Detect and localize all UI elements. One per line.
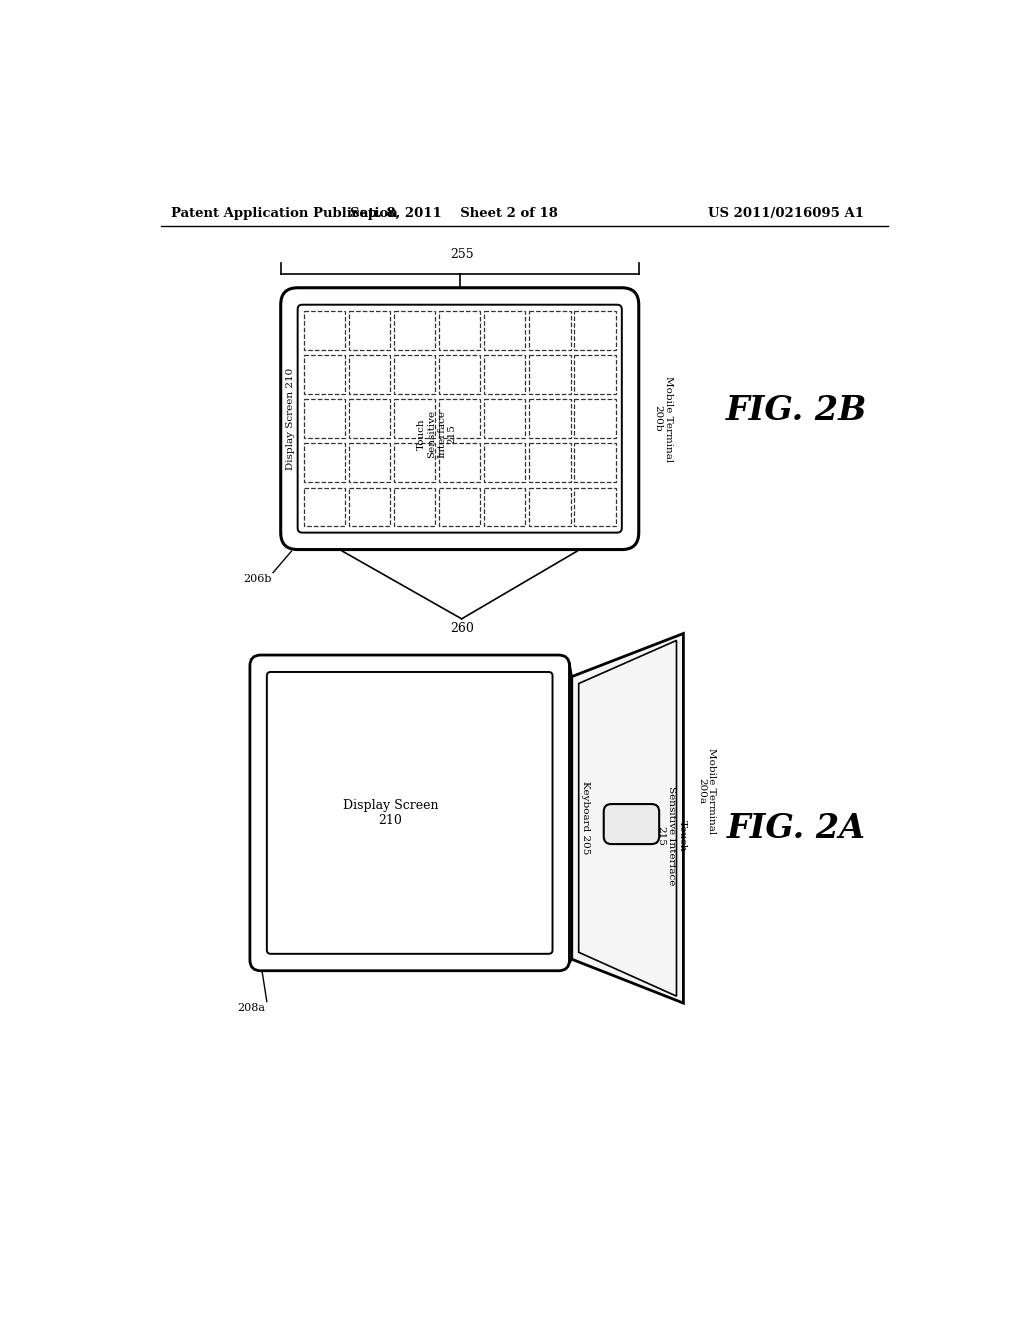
Bar xyxy=(574,312,615,350)
Bar xyxy=(349,487,390,527)
FancyBboxPatch shape xyxy=(298,305,622,533)
Bar xyxy=(349,312,390,350)
Bar xyxy=(394,487,435,527)
Bar xyxy=(394,444,435,482)
Bar xyxy=(304,444,345,482)
Bar xyxy=(484,312,525,350)
Bar xyxy=(574,399,615,438)
Bar xyxy=(484,444,525,482)
Bar xyxy=(529,399,570,438)
Text: FIG. 2A: FIG. 2A xyxy=(727,812,866,845)
Bar xyxy=(304,487,345,527)
FancyBboxPatch shape xyxy=(250,655,569,970)
Bar xyxy=(439,355,480,393)
Bar xyxy=(439,312,480,350)
Text: Keyboard 205: Keyboard 205 xyxy=(582,781,590,854)
Bar xyxy=(529,355,570,393)
Bar xyxy=(574,487,615,527)
Bar xyxy=(349,399,390,438)
Bar xyxy=(349,444,390,482)
Polygon shape xyxy=(571,634,683,1003)
Bar xyxy=(304,399,345,438)
Text: 255: 255 xyxy=(450,248,473,261)
Bar xyxy=(304,355,345,393)
Bar xyxy=(439,399,480,438)
FancyBboxPatch shape xyxy=(267,672,553,954)
Bar xyxy=(529,444,570,482)
Text: 206b: 206b xyxy=(243,574,271,585)
Bar xyxy=(349,355,390,393)
Text: Display Screen 210: Display Screen 210 xyxy=(286,367,295,470)
Text: Sep. 8, 2011    Sheet 2 of 18: Sep. 8, 2011 Sheet 2 of 18 xyxy=(350,207,558,220)
Bar xyxy=(529,312,570,350)
Bar xyxy=(484,399,525,438)
Bar xyxy=(304,312,345,350)
Text: Touch
Sensitive
Interface
215: Touch Sensitive Interface 215 xyxy=(417,411,457,458)
Bar xyxy=(394,399,435,438)
Text: 260: 260 xyxy=(450,622,473,635)
Text: Mobile Terminal
200a: Mobile Terminal 200a xyxy=(696,748,716,834)
Bar xyxy=(439,487,480,527)
Text: 208a: 208a xyxy=(238,1003,265,1012)
Bar xyxy=(484,487,525,527)
Text: Display Screen
210: Display Screen 210 xyxy=(343,799,438,826)
FancyBboxPatch shape xyxy=(281,288,639,549)
Text: Touch
Sensitive Interface
215: Touch Sensitive Interface 215 xyxy=(656,785,686,886)
Bar xyxy=(529,487,570,527)
Bar xyxy=(574,355,615,393)
Text: US 2011/0216095 A1: US 2011/0216095 A1 xyxy=(708,207,864,220)
Bar xyxy=(439,444,480,482)
Text: FIG. 2B: FIG. 2B xyxy=(726,395,867,428)
Bar xyxy=(574,444,615,482)
Polygon shape xyxy=(579,640,677,997)
Bar xyxy=(394,312,435,350)
Text: Mobile Terminal
200b: Mobile Terminal 200b xyxy=(653,375,673,462)
FancyBboxPatch shape xyxy=(604,804,659,843)
Text: Patent Application Publication: Patent Application Publication xyxy=(171,207,397,220)
Bar xyxy=(484,355,525,393)
Bar xyxy=(394,355,435,393)
